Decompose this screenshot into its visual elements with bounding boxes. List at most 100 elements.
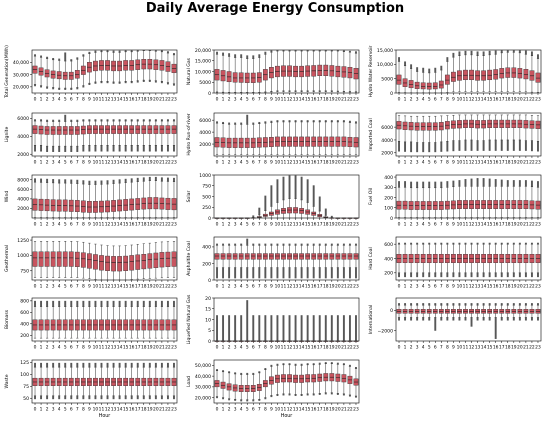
x-tick-label: 18 xyxy=(505,160,511,166)
flier-band-upper xyxy=(276,243,279,246)
x-tick-label: 16 xyxy=(311,345,317,351)
x-tick-label: 2 xyxy=(410,160,413,166)
box-hour-10 xyxy=(275,315,280,342)
x-tick-label: 23 xyxy=(171,345,177,351)
box-hour-2 xyxy=(44,119,50,152)
box-hour-12 xyxy=(105,180,110,218)
flier-band-upper xyxy=(142,177,145,182)
x-tick-label: 23 xyxy=(535,345,541,351)
box-hour-5 xyxy=(426,115,432,153)
axes-frame xyxy=(31,236,178,281)
flier-band-upper xyxy=(82,180,85,185)
flier-band-upper xyxy=(112,50,115,53)
box-hour-1 xyxy=(38,362,44,400)
box-hour-15 xyxy=(123,245,129,281)
box-hour-3 xyxy=(50,362,56,400)
flier-band-upper xyxy=(106,119,109,122)
x-tick-label: 18 xyxy=(141,97,147,103)
box-hour-20 xyxy=(335,50,341,93)
x-tick-label: 21 xyxy=(523,160,529,166)
flier-band-upper xyxy=(246,372,249,375)
box-hour-22 xyxy=(165,119,171,152)
box-hour-8 xyxy=(444,181,450,218)
box-hour-11 xyxy=(281,50,286,93)
box-hour-12 xyxy=(469,242,474,278)
x-tick-label: 3 xyxy=(416,97,419,103)
x-tick-label: 5 xyxy=(428,222,431,228)
flier-band-upper xyxy=(40,178,43,183)
flier-band-upper xyxy=(300,315,303,341)
x-tick-label: 8 xyxy=(82,345,85,351)
box-hour-23 xyxy=(171,177,177,218)
flier-band-lower xyxy=(34,395,36,400)
x-tick-label: 4 xyxy=(240,407,243,413)
box-hour-13 xyxy=(111,50,116,84)
box-hour-23 xyxy=(353,51,359,93)
flier-band-upper xyxy=(258,207,261,215)
flier-band-upper xyxy=(112,119,115,122)
x-tick-label: 12 xyxy=(287,160,293,166)
box-hour-10 xyxy=(93,50,98,84)
flier-band-upper xyxy=(282,120,285,122)
x-tick-label: 3 xyxy=(52,97,55,103)
x-tick-label: 17 xyxy=(317,345,323,351)
box-iqr xyxy=(171,125,177,134)
flier-band-lower xyxy=(488,139,491,151)
x-tick-label: 4 xyxy=(422,345,425,351)
box-hour-2 xyxy=(408,181,414,218)
flier-band-upper xyxy=(100,300,103,307)
flier-band-lower xyxy=(82,85,85,88)
y-tick-label: 0 xyxy=(208,278,211,284)
y-tick-label: 15,000 xyxy=(377,48,393,54)
x-tick-label: 4 xyxy=(240,284,243,290)
x-tick-label: 0 xyxy=(216,160,219,166)
box-hour-0 xyxy=(396,181,402,218)
box-hour-16 xyxy=(129,362,135,400)
flier-band-upper xyxy=(82,119,85,122)
box-iqr xyxy=(335,253,341,260)
box-hour-21 xyxy=(341,50,347,93)
box-iqr xyxy=(38,125,44,135)
flier-band-lower xyxy=(512,317,515,321)
box-hour-17 xyxy=(499,50,505,92)
x-tick-label: 11 xyxy=(281,97,287,103)
box-hour-2 xyxy=(226,53,232,94)
x-tick-label: 9 xyxy=(452,345,455,351)
box-hour-17 xyxy=(135,177,141,218)
flier-band-upper xyxy=(330,50,333,52)
x-tick-label: 3 xyxy=(416,345,419,351)
x-tick-label: 8 xyxy=(264,284,267,290)
flier-band-upper xyxy=(70,59,73,62)
flier-band-lower xyxy=(434,317,437,331)
box-hour-3 xyxy=(414,242,420,278)
box-hour-18 xyxy=(323,315,329,342)
box-hour-13 xyxy=(293,363,298,397)
flier-band-lower xyxy=(422,142,425,153)
flier-band-upper xyxy=(34,300,36,307)
flier-band-upper xyxy=(282,243,285,246)
box-hour-6 xyxy=(432,242,438,278)
flier-band-upper xyxy=(336,217,339,219)
flier-band-lower xyxy=(82,395,85,400)
x-tick-label: 4 xyxy=(422,160,425,166)
box-hour-3 xyxy=(50,179,56,218)
x-tick-label: 16 xyxy=(493,345,499,351)
flier-band-upper xyxy=(464,303,467,306)
box-hour-2 xyxy=(226,243,232,279)
box-hour-19 xyxy=(329,315,335,342)
x-tick-label: 17 xyxy=(317,284,323,290)
flier-band-upper xyxy=(58,300,61,307)
box-iqr xyxy=(87,253,92,269)
x-tick-label: 11 xyxy=(281,222,287,228)
box-hour-18 xyxy=(141,119,147,152)
flier-band-lower xyxy=(173,145,175,152)
y-tick-label: 0 xyxy=(390,91,393,97)
box-hour-9 xyxy=(451,242,456,278)
x-tick-label: 18 xyxy=(505,222,511,228)
flier-band-upper xyxy=(348,217,351,219)
axes-frame xyxy=(395,49,542,94)
flier-band-lower xyxy=(112,145,115,152)
box-hour-19 xyxy=(147,242,153,279)
box-hour-5 xyxy=(426,181,432,218)
